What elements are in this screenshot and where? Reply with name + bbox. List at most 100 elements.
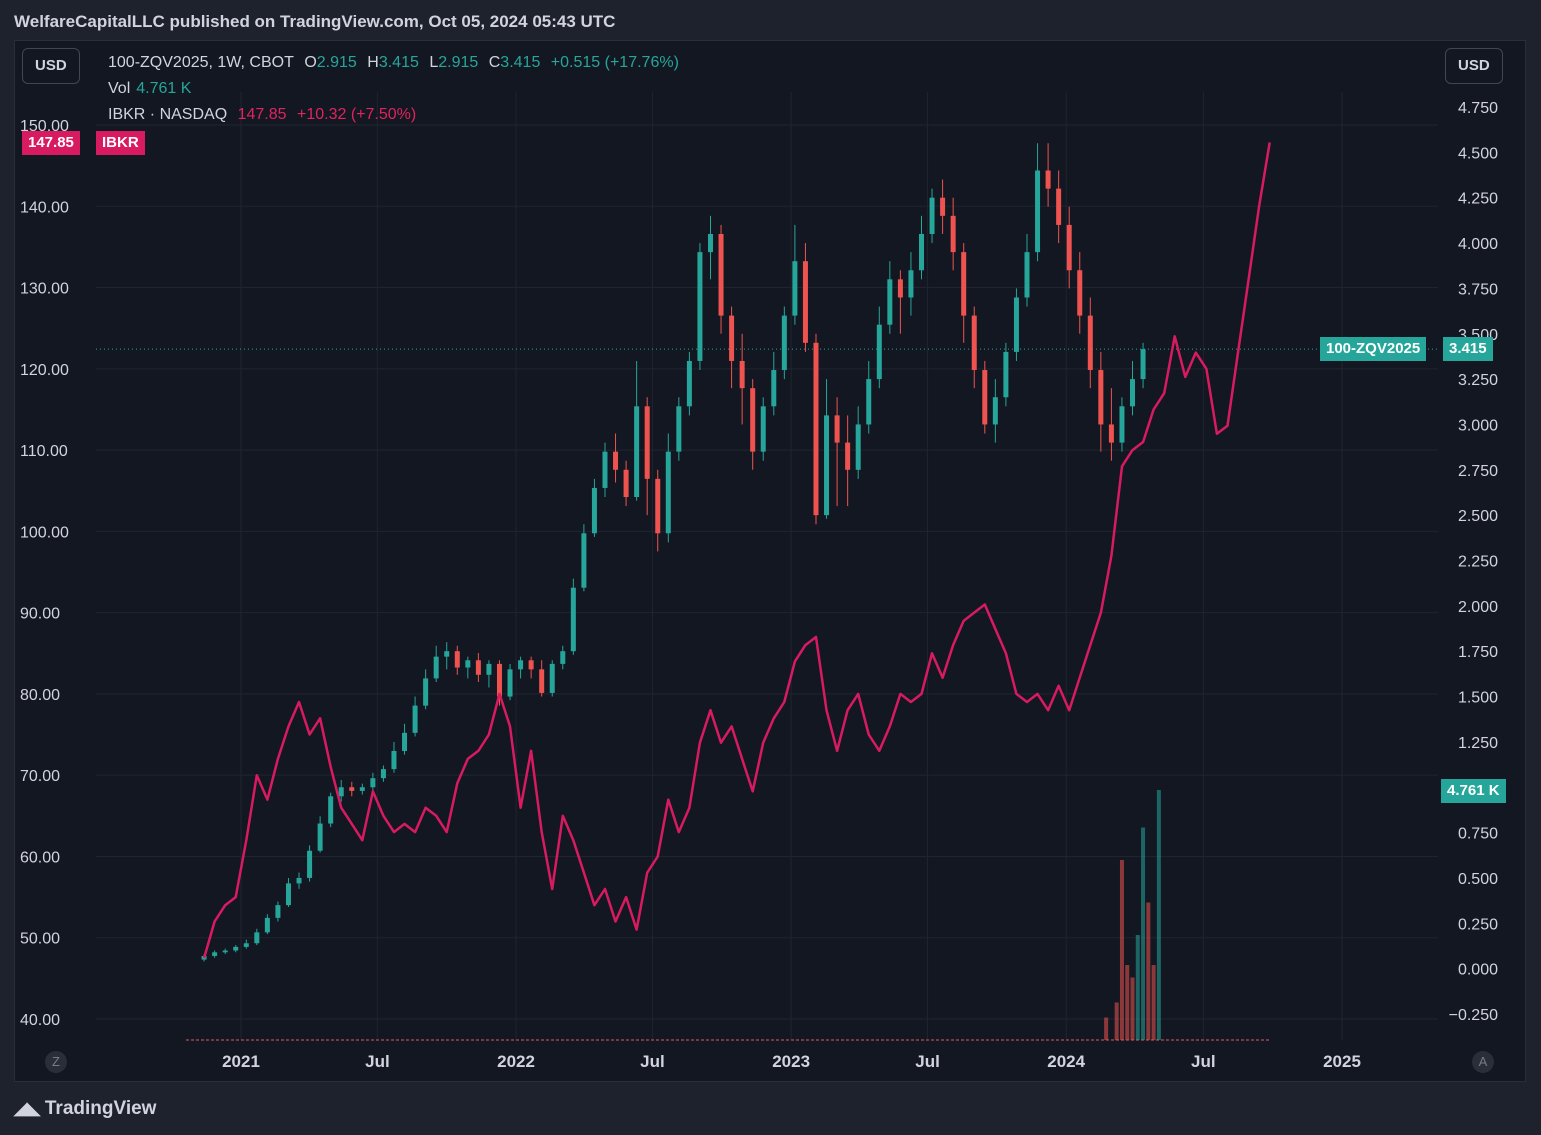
candle-body	[581, 533, 587, 588]
candle-body	[570, 587, 576, 652]
candle-body	[370, 778, 376, 788]
candle-body	[528, 660, 534, 670]
candle-body	[950, 215, 956, 253]
candle-body	[1035, 170, 1041, 253]
legend-compare: IBKR · NASDAQ 147.85 +10.32 (+7.50%)	[108, 106, 422, 124]
candle-body	[750, 388, 756, 452]
candle-body	[929, 197, 935, 234]
candle-body	[454, 651, 460, 668]
zoom-z-button[interactable]: Z	[45, 1051, 67, 1073]
ibkr-symbol-tag: IBKR	[96, 131, 145, 155]
right-axis-tick: 3.750	[1458, 281, 1498, 298]
right-axis-tick: 4.250	[1458, 191, 1498, 208]
candle-body	[328, 796, 334, 824]
candle-body	[739, 360, 745, 389]
volume-tag: 4.761 K	[1441, 779, 1506, 803]
x-axis-tick: Jul	[640, 1052, 665, 1071]
right-axis-tick: 1.500	[1458, 690, 1498, 707]
candle-body	[866, 379, 872, 425]
left-axis-tick: 80.00	[20, 687, 60, 704]
x-axis-tick: Jul	[365, 1052, 390, 1071]
legend-ohlc: O2.915 H3.415 L2.915 C3.415 +0.515 (+17.…	[304, 54, 679, 71]
left-axis-tick: 110.00	[20, 443, 68, 460]
candle-body	[359, 787, 365, 791]
candle-body	[613, 451, 619, 470]
publisher-line: WelfareCapitalLLC published on TradingVi…	[14, 12, 616, 31]
volume-bar	[1146, 902, 1151, 1040]
candle-body	[1056, 188, 1062, 225]
candle-body	[1013, 297, 1019, 352]
candle-body	[655, 478, 661, 534]
legend-symbol[interactable]: 100-ZQV2025, 1W, CBOT	[108, 54, 294, 71]
candle-body	[961, 252, 967, 316]
currency-left-button[interactable]: USD	[22, 48, 80, 84]
candle-body	[676, 406, 682, 452]
candle-body	[697, 252, 703, 361]
candle-body	[908, 270, 914, 298]
candle-body	[665, 451, 671, 534]
volume-bar	[1151, 965, 1156, 1040]
candle-body	[876, 324, 882, 380]
x-axis-tick: 2022	[497, 1052, 535, 1071]
candle-body	[992, 397, 998, 425]
left-axis-tick: 60.00	[20, 849, 60, 866]
main-symbol-tag: 100-ZQV2025	[1320, 337, 1427, 361]
right-axis-tick: 3.250	[1458, 372, 1498, 389]
right-axis-tick: 0.250	[1458, 916, 1498, 933]
right-axis-tick: 4.750	[1458, 100, 1498, 117]
candle-body	[845, 442, 851, 470]
candle-body	[285, 883, 291, 906]
candle-body	[1066, 224, 1072, 271]
x-axis-tick: 2023	[772, 1052, 810, 1071]
candle-body	[855, 424, 861, 470]
candle-body	[296, 877, 302, 884]
legend-volume-value: 4.761 K	[136, 80, 192, 97]
currency-right-button[interactable]: USD	[1445, 48, 1503, 84]
candle-body	[496, 663, 502, 697]
candle-body	[1140, 349, 1146, 380]
candle-body	[971, 315, 977, 371]
left-axis-tick: 120.00	[20, 362, 69, 379]
candle-body	[507, 669, 513, 697]
x-axis-tick: Jul	[1191, 1052, 1216, 1071]
ibkr-compare-line	[202, 142, 1271, 959]
right-axis-tick: 1.750	[1458, 644, 1498, 661]
right-axis-tick: 2.250	[1458, 554, 1498, 571]
candle-body	[707, 233, 713, 253]
candle-body	[222, 950, 228, 953]
x-axis-tick: Jul	[915, 1052, 940, 1071]
x-axis-tick: 2025	[1323, 1052, 1361, 1071]
right-axis-tick: 0.000	[1458, 962, 1498, 979]
candle-body	[760, 406, 766, 452]
candle-body	[1098, 370, 1104, 425]
volume-bar	[1156, 790, 1161, 1040]
candle-body	[1024, 252, 1030, 298]
candle-body	[729, 315, 735, 361]
candle-body	[549, 663, 555, 693]
candle-body	[539, 669, 545, 693]
candle-body	[264, 917, 270, 933]
candle-body	[781, 315, 787, 371]
candle-body	[254, 932, 260, 944]
candle-body	[940, 197, 946, 216]
main-price-tag: 3.415	[1443, 337, 1493, 361]
candle-body	[887, 279, 893, 325]
chart-frame[interactable]	[14, 40, 1526, 1082]
candle-body	[982, 370, 988, 425]
candle-body	[591, 487, 597, 534]
candle-body	[307, 850, 313, 878]
candle-body	[275, 905, 281, 918]
legend-compare-price: 147.85	[237, 106, 287, 123]
candle-body	[433, 656, 439, 679]
right-axis-tick: 4.000	[1458, 236, 1498, 253]
right-axis-tick: 0.500	[1458, 871, 1498, 888]
tradingview-logo: ◢◣ TradingView	[14, 1098, 157, 1119]
volume-bar	[1141, 827, 1146, 1040]
auto-scale-button[interactable]: A	[1472, 1051, 1494, 1073]
left-axis-tick: 50.00	[20, 931, 60, 948]
right-axis-tick: 2.750	[1458, 463, 1498, 480]
right-axis-tick: 1.250	[1458, 735, 1498, 752]
candle-body	[212, 952, 218, 956]
legend-volume-label: Vol	[108, 80, 131, 97]
